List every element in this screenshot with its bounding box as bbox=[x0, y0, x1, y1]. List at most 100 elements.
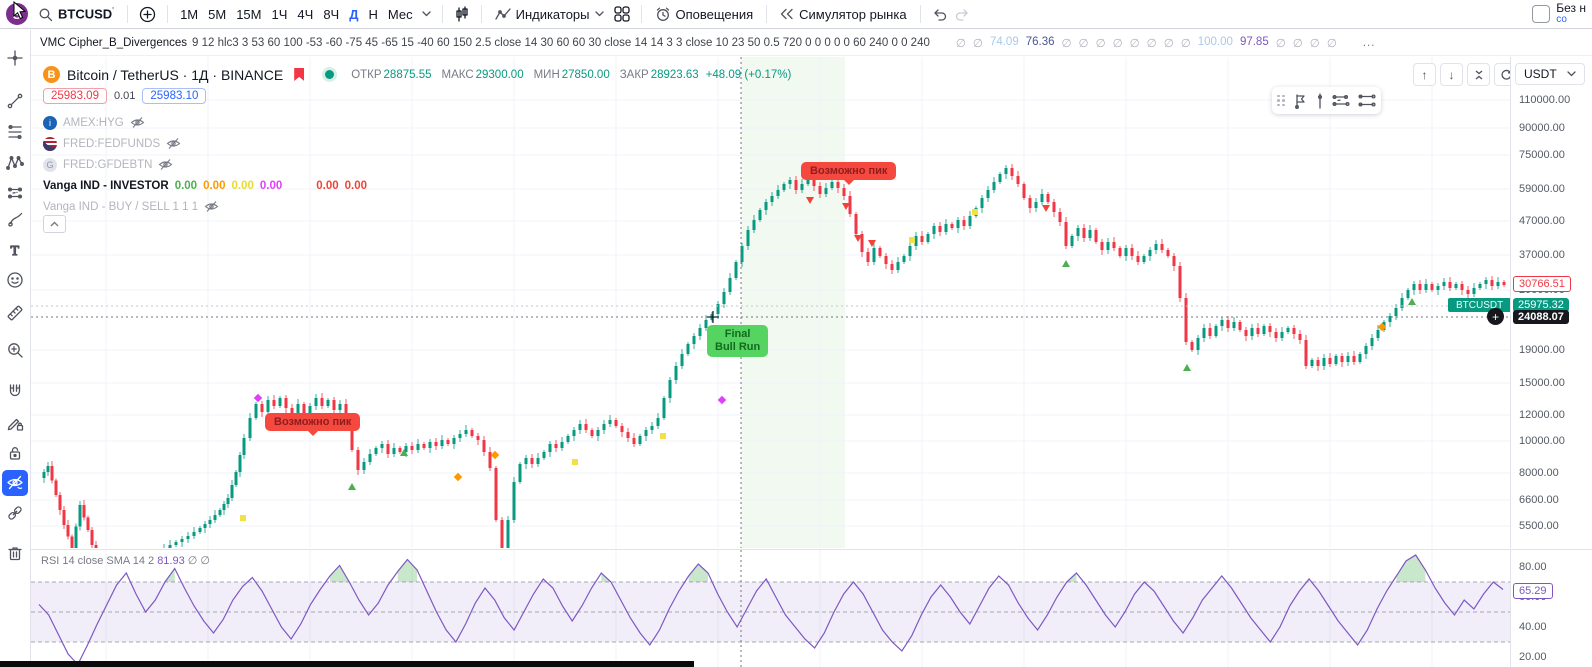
currency-selector[interactable]: USDT bbox=[1515, 63, 1585, 85]
price-tick: 10000.00 bbox=[1519, 435, 1565, 447]
layout-save-link[interactable]: со bbox=[1556, 14, 1567, 25]
templates-button[interactable] bbox=[610, 2, 634, 26]
crosshair-tool[interactable] bbox=[2, 45, 28, 71]
brush-icon bbox=[6, 210, 24, 228]
eye-off-icon[interactable] bbox=[158, 158, 173, 171]
search-icon bbox=[38, 7, 53, 22]
ohlc-ОТКР: ОТКР 28875.55 bbox=[351, 68, 432, 81]
redo-button[interactable] bbox=[952, 2, 972, 26]
floating-drawing-toolbar[interactable] bbox=[1272, 87, 1381, 114]
chart-style-button[interactable] bbox=[450, 2, 474, 26]
drawing-mode-tool[interactable] bbox=[2, 410, 28, 436]
more-button[interactable]: ... bbox=[1362, 36, 1376, 49]
timeframe-1Ч[interactable]: 1Ч bbox=[271, 6, 288, 22]
trend-line-tool[interactable] bbox=[2, 88, 28, 114]
indicators-button[interactable]: Индикаторы bbox=[489, 2, 610, 26]
eye-off-icon[interactable] bbox=[166, 137, 181, 150]
flag-icon[interactable] bbox=[294, 68, 305, 81]
ohlc-values: ОТКР 28875.55 МАКС 29300.00 МИН 27850.00 ЗАКР 2… bbox=[351, 69, 699, 81]
indicator-output-value: ∅ bbox=[1061, 37, 1072, 50]
drag-handle-icon[interactable] bbox=[1277, 94, 1285, 107]
price-axis[interactable]: USDT 110000.00 90000.00 75000.00 59000.00 47… bbox=[1510, 57, 1592, 548]
indicator-row[interactable]: FRED:FEDFUNDS bbox=[43, 133, 367, 154]
replay-button[interactable]: Симулятор рынка bbox=[774, 2, 912, 26]
indicator-value: 0.00 bbox=[231, 179, 254, 192]
crosshair-icon bbox=[6, 49, 24, 67]
vertical-line-tool-icon[interactable] bbox=[1316, 92, 1324, 109]
layout-manager[interactable]: Без н со bbox=[1532, 3, 1586, 25]
remove-drawings-tool[interactable] bbox=[2, 540, 28, 566]
divider bbox=[127, 5, 129, 23]
timeframe-15M[interactable]: 15M bbox=[236, 6, 262, 22]
indicator-status-row[interactable]: VMC Cipher_B_Divergences 9 12 hlc3 3 53 … bbox=[31, 30, 1592, 56]
alerts-button[interactable]: Оповещения bbox=[649, 2, 760, 26]
hide-drawings-tool[interactable] bbox=[2, 470, 28, 496]
indicator-row[interactable]: i AMEX:HYG bbox=[43, 112, 367, 133]
remove-drawings-icon bbox=[6, 544, 24, 562]
indicators-icon bbox=[494, 7, 511, 21]
eye-off-icon[interactable] bbox=[204, 200, 219, 213]
rsi-value-label: 65.29 bbox=[1513, 583, 1553, 599]
crosshair-add-alert-button[interactable]: + bbox=[1487, 308, 1504, 325]
lock-drawings-tool[interactable] bbox=[2, 440, 28, 466]
timeframe-Мес[interactable]: Мес bbox=[387, 6, 413, 22]
indicator-output-value: ∅ bbox=[972, 37, 983, 50]
zoom-in-tool[interactable] bbox=[2, 337, 28, 363]
indicator-output-value: ∅ bbox=[1163, 37, 1174, 50]
candlestick-chart bbox=[31, 57, 1510, 548]
sell-button[interactable]: 25983.09 bbox=[43, 88, 107, 104]
rsi-pane[interactable]: RSI 14 close SMA 14 2 81.93 ∅ ∅ bbox=[31, 549, 1510, 667]
symbol-search-button[interactable]: BTCUSD' bbox=[32, 2, 120, 26]
timeframe-5M[interactable]: 5M bbox=[208, 6, 227, 22]
collapse-pane-button[interactable] bbox=[1467, 63, 1490, 86]
indicator-output-value: ∅ bbox=[1292, 37, 1303, 50]
scroll-up-button[interactable]: ↑ bbox=[1413, 63, 1436, 86]
timeframe-1M[interactable]: 1M bbox=[180, 6, 199, 22]
possible-peak-label-left[interactable]: Возможно пик bbox=[265, 413, 361, 436]
indicator-output-value: ∅ bbox=[1129, 37, 1140, 50]
legend-collapse-button[interactable] bbox=[43, 215, 66, 233]
xabcd-pattern-tool[interactable] bbox=[2, 150, 28, 176]
link-drawings-tool[interactable] bbox=[2, 500, 28, 526]
projection-tool-icon[interactable] bbox=[1358, 93, 1376, 108]
price-tick: 75000.00 bbox=[1519, 149, 1565, 161]
zoom-in-icon bbox=[6, 341, 24, 359]
reset-scale-button[interactable] bbox=[1494, 63, 1510, 86]
timeframe-8Ч[interactable]: 8Ч bbox=[323, 6, 340, 22]
scroll-down-button[interactable]: ↓ bbox=[1440, 63, 1463, 86]
chevron-down-icon bbox=[594, 11, 604, 17]
timeframe-list: 1M 5M 15M 1Ч 4Ч 8Ч Д Н Мес bbox=[175, 2, 418, 26]
final-bull-run-label[interactable]: Final Bull Run bbox=[707, 325, 769, 357]
timeframe-Н[interactable]: Н bbox=[368, 6, 378, 22]
compare-add-button[interactable] bbox=[135, 2, 160, 26]
timeframe-4Ч[interactable]: 4Ч bbox=[297, 6, 314, 22]
text-tool[interactable]: T bbox=[2, 237, 28, 263]
brush-tool[interactable] bbox=[2, 206, 28, 232]
main-chart-pane[interactable]: B Bitcoin / TetherUS · 1Д · BINANCE ОТКР… bbox=[31, 57, 1510, 548]
indicator-row[interactable]: G FRED:GFDEBTN bbox=[43, 154, 367, 175]
pattern-tool-icon[interactable] bbox=[1293, 93, 1308, 109]
divider bbox=[919, 5, 921, 23]
ruler-tool[interactable] bbox=[2, 300, 28, 326]
indicator-row[interactable]: Vanga IND - BUY / SELL 1 1 1 bbox=[43, 196, 367, 217]
chart-legend[interactable]: B Bitcoin / TetherUS · 1Д · BINANCE ОТКР… bbox=[43, 66, 791, 83]
price-tick: 8000.00 bbox=[1519, 467, 1559, 479]
chevron-down-icon[interactable] bbox=[418, 11, 435, 17]
indicator-output-value: ∅ bbox=[955, 37, 966, 50]
buy-button[interactable]: 25983.10 bbox=[142, 88, 207, 104]
rsi-legend[interactable]: RSI 14 close SMA 14 2 81.93 ∅ ∅ bbox=[41, 555, 211, 567]
possible-peak-label-right[interactable]: Возможно пик bbox=[801, 162, 897, 185]
emoji-tool[interactable] bbox=[2, 267, 28, 293]
timeframe-Д[interactable]: Д bbox=[349, 6, 359, 22]
magnet-tool[interactable] bbox=[2, 378, 28, 404]
indicator-legend-list: i AMEX:HYG FRED:FEDFUNDS G FRED:GFDEBTN Vanga… bbox=[43, 112, 367, 217]
indicator-row[interactable]: Vanga IND - INVESTOR 0.00 0.00 0.00 0.00 0.00… bbox=[43, 175, 367, 196]
indicator-output-value: ∅ bbox=[1112, 37, 1123, 50]
undo-button[interactable] bbox=[928, 2, 952, 26]
forecast-tool[interactable] bbox=[2, 180, 28, 206]
fib-retracement-tool[interactable] bbox=[2, 119, 28, 145]
forecast-tool-icon[interactable] bbox=[1332, 93, 1350, 108]
alert-price-label[interactable]: 30766.51 bbox=[1513, 276, 1571, 292]
eye-off-icon[interactable] bbox=[130, 116, 145, 129]
